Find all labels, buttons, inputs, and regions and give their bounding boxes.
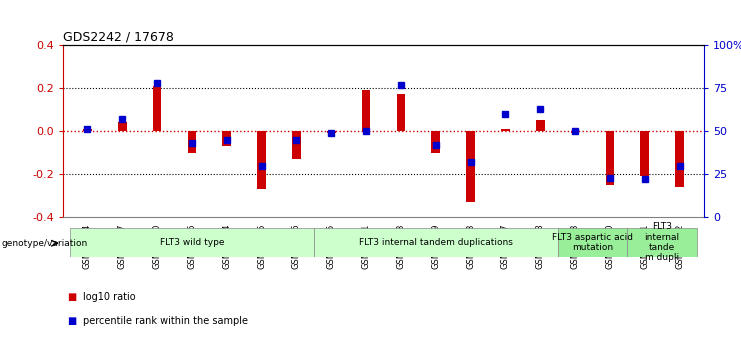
- Bar: [83, 129, 92, 131]
- Text: FLT3
internal
tande
m dupli: FLT3 internal tande m dupli: [645, 222, 679, 263]
- Bar: [187, 131, 196, 152]
- Bar: [327, 131, 336, 133]
- Bar: [558, 228, 628, 257]
- Bar: [313, 228, 558, 257]
- Bar: [571, 131, 579, 133]
- Bar: [675, 131, 684, 187]
- Text: GDS2242 / 17678: GDS2242 / 17678: [63, 31, 174, 44]
- Bar: [640, 131, 649, 176]
- Bar: [396, 95, 405, 131]
- Text: log10 ratio: log10 ratio: [83, 292, 136, 302]
- Text: FLT3 wild type: FLT3 wild type: [159, 238, 224, 247]
- Bar: [431, 131, 440, 152]
- Bar: [466, 131, 475, 202]
- Text: FLT3 internal tandem duplications: FLT3 internal tandem duplications: [359, 238, 513, 247]
- Text: ■: ■: [67, 292, 76, 302]
- Bar: [536, 120, 545, 131]
- Text: percentile rank within the sample: percentile rank within the sample: [83, 316, 248, 326]
- Bar: [362, 90, 370, 131]
- Bar: [628, 228, 697, 257]
- Text: FLT3 aspartic acid
mutation: FLT3 aspartic acid mutation: [552, 233, 633, 252]
- Bar: [153, 86, 162, 131]
- Text: genotype/variation: genotype/variation: [1, 239, 87, 248]
- Text: ■: ■: [67, 316, 76, 326]
- Bar: [222, 131, 231, 146]
- Bar: [605, 131, 614, 185]
- Bar: [70, 228, 313, 257]
- Bar: [292, 131, 301, 159]
- Bar: [257, 131, 266, 189]
- Bar: [501, 129, 510, 131]
- Bar: [118, 122, 127, 131]
